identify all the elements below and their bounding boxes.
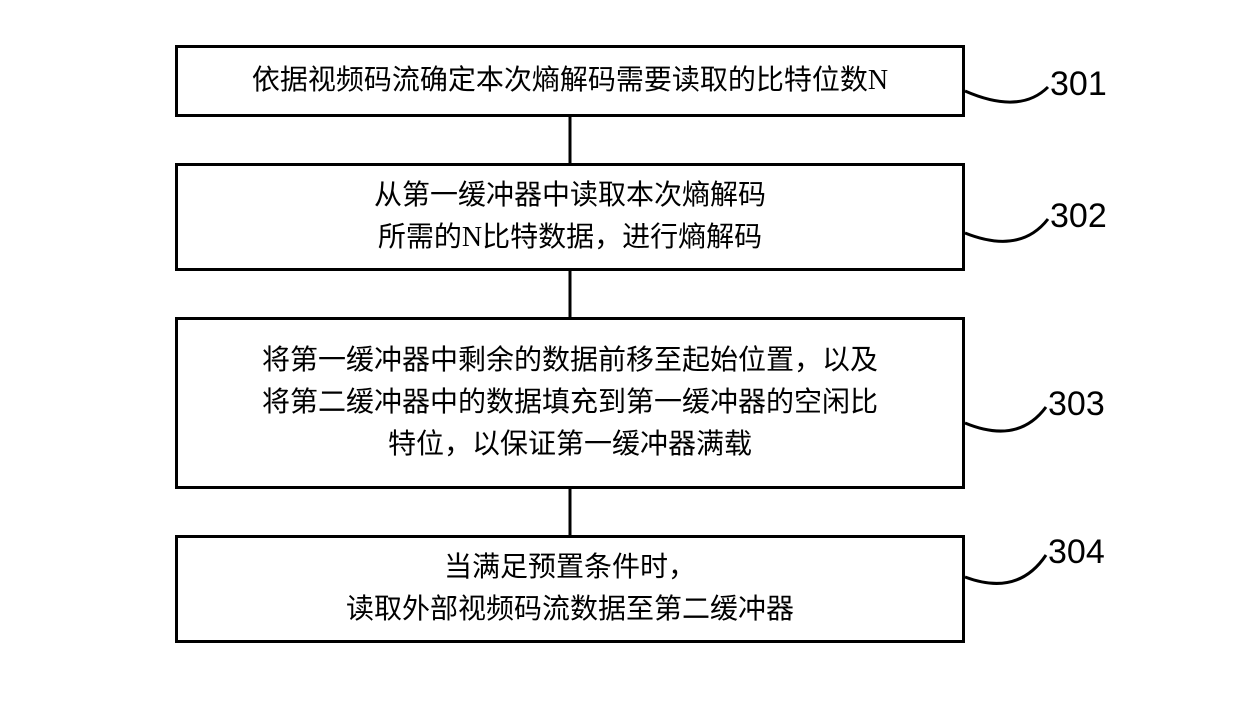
flowchart-step-3: 将第一缓冲器中剩余的数据前移至起始位置，以及将第二缓冲器中的数据填充到第一缓冲器… [175, 317, 965, 489]
flowchart-step-2: 从第一缓冲器中读取本次熵解码所需的N比特数据，进行熵解码 [175, 163, 965, 271]
callout-curve-4 [965, 555, 1046, 583]
step-1-text: 依据视频码流确定本次熵解码需要读取的比特位数N [252, 60, 888, 102]
step-label-303: 303 [1048, 385, 1105, 424]
flowchart-container: 依据视频码流确定本次熵解码需要读取的比特位数N 从第一缓冲器中读取本次熵解码所需… [120, 35, 1120, 675]
connector-2-3 [569, 271, 572, 317]
flowchart-step-4: 当满足预置条件时，读取外部视频码流数据至第二缓冲器 [175, 535, 965, 643]
flowchart-step-1: 依据视频码流确定本次熵解码需要读取的比特位数N [175, 45, 965, 117]
step-3-text: 将第一缓冲器中剩余的数据前移至起始位置，以及将第二缓冲器中的数据填充到第一缓冲器… [262, 340, 878, 466]
step-4-text: 当满足预置条件时，读取外部视频码流数据至第二缓冲器 [346, 547, 794, 631]
callout-curve-1 [965, 87, 1048, 102]
step-label-304: 304 [1048, 533, 1105, 572]
connector-3-4 [569, 489, 572, 535]
step-label-302: 302 [1050, 197, 1107, 236]
callout-curve-2 [965, 219, 1048, 241]
step-2-text: 从第一缓冲器中读取本次熵解码所需的N比特数据，进行熵解码 [374, 175, 766, 259]
callout-curve-3 [965, 407, 1046, 431]
step-label-301: 301 [1050, 65, 1107, 104]
connector-1-2 [569, 117, 572, 163]
